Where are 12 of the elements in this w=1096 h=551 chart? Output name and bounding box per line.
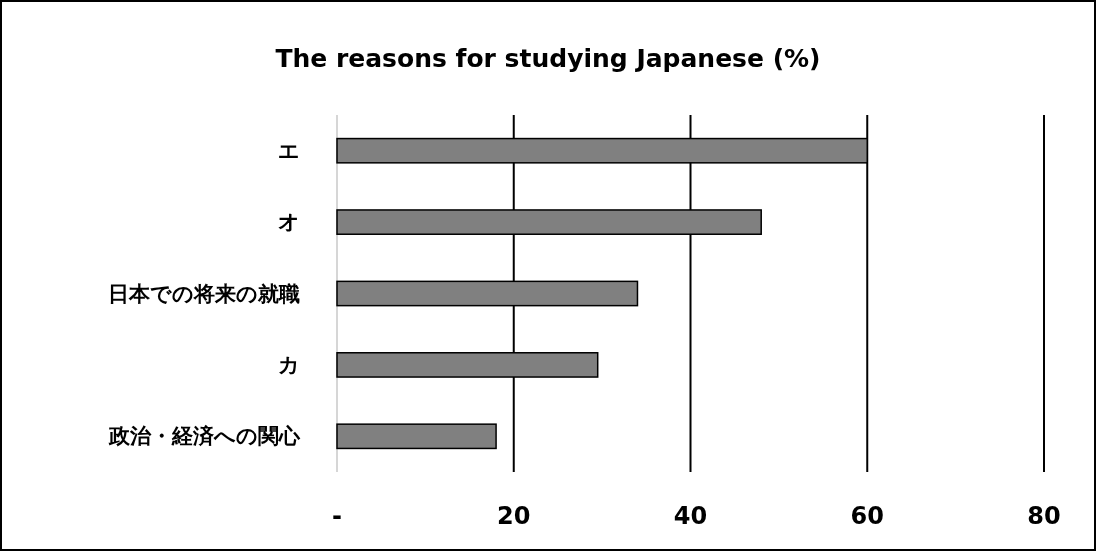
- y-tick-label: オ: [278, 210, 300, 235]
- bar: [336, 423, 497, 450]
- y-tick-label: 日本での将来の就職: [108, 281, 300, 306]
- y-tick-label: エ: [278, 138, 300, 163]
- y-tick-label: カ: [278, 352, 300, 377]
- x-tick-label: 80: [1027, 502, 1061, 530]
- x-tick-label: -: [332, 502, 342, 530]
- chart-title: The reasons for studying Japanese (%): [275, 43, 821, 73]
- y-tick-label: 政治・経済への関心: [108, 424, 301, 449]
- x-tick-label: 40: [673, 502, 708, 530]
- x-tick-label: 60: [850, 502, 884, 530]
- x-tick-label: 20: [497, 502, 531, 530]
